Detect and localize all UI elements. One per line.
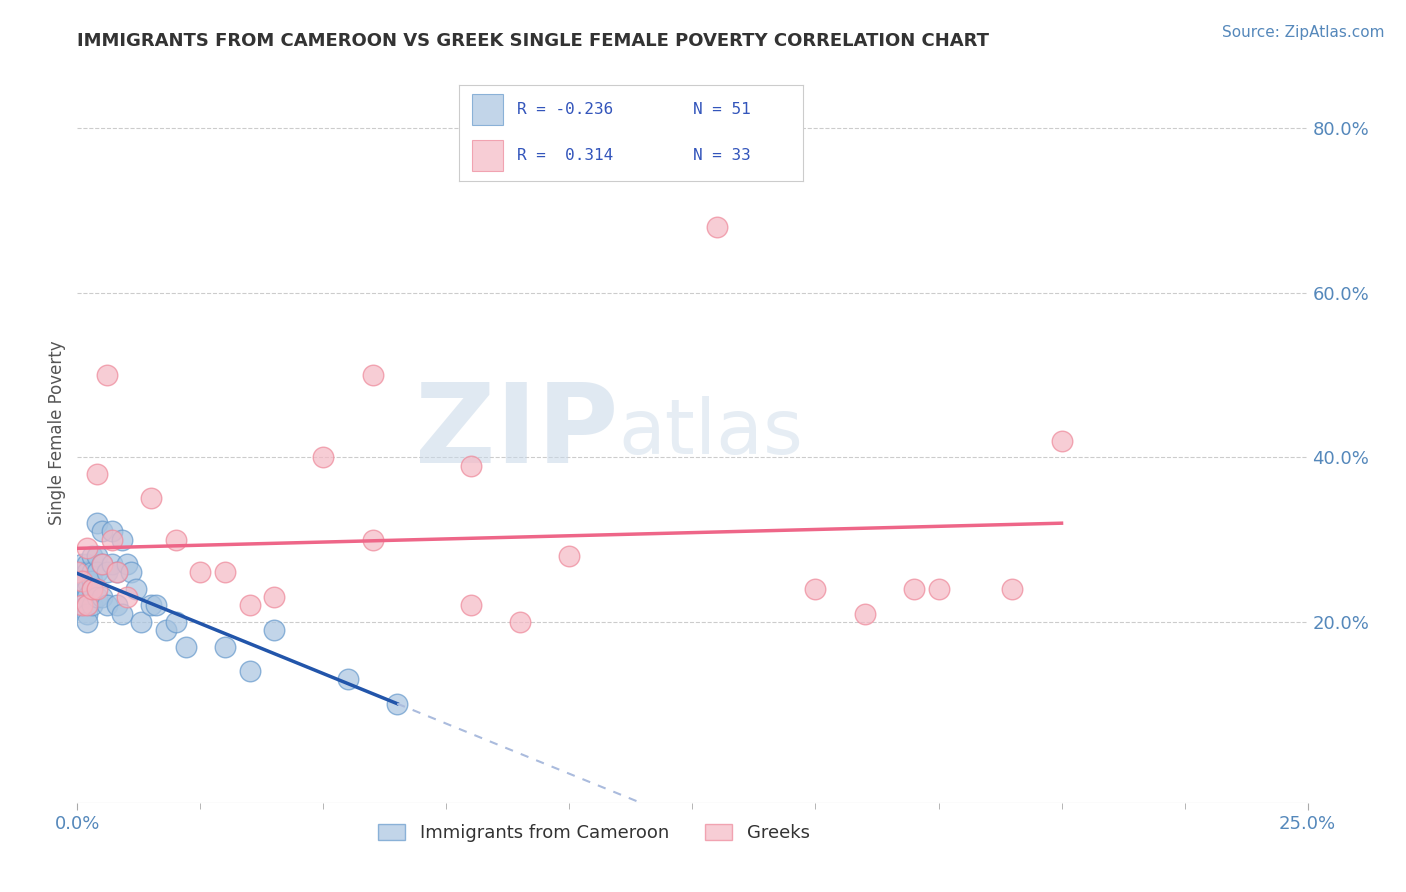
Point	[70, 599, 93, 613]
Point	[115, 558, 138, 572]
Point	[101, 533, 124, 547]
Point	[214, 640, 236, 654]
Point	[509, 615, 531, 629]
Point	[165, 533, 187, 547]
Point	[101, 524, 124, 539]
Point	[86, 549, 108, 563]
Point	[188, 566, 212, 580]
Legend: Immigrants from Cameroon, Greeks: Immigrants from Cameroon, Greeks	[371, 816, 817, 849]
Point	[361, 368, 384, 382]
Point	[96, 368, 118, 382]
Point	[82, 599, 104, 613]
Point	[174, 640, 197, 654]
Point	[706, 219, 728, 234]
Point	[141, 599, 163, 613]
Point	[66, 566, 89, 580]
Point	[337, 673, 360, 687]
Point	[76, 599, 98, 613]
Point	[66, 566, 89, 580]
Point	[70, 574, 93, 588]
Point	[82, 566, 104, 580]
Point	[76, 574, 98, 588]
Point	[312, 450, 335, 465]
Point	[86, 590, 108, 604]
Point	[165, 615, 187, 629]
Point	[1050, 434, 1073, 448]
Point	[111, 607, 132, 621]
Point	[82, 582, 104, 596]
Point	[460, 599, 482, 613]
Point	[86, 516, 108, 530]
Point	[76, 615, 98, 629]
Point	[76, 607, 98, 621]
Point	[96, 599, 118, 613]
Point	[145, 599, 167, 613]
Point	[70, 582, 93, 596]
Point	[96, 566, 118, 580]
Text: atlas: atlas	[619, 396, 803, 469]
Point	[86, 467, 108, 481]
Point	[361, 533, 384, 547]
Text: IMMIGRANTS FROM CAMEROON VS GREEK SINGLE FEMALE POVERTY CORRELATION CHART: IMMIGRANTS FROM CAMEROON VS GREEK SINGLE…	[77, 32, 990, 50]
Point	[214, 566, 236, 580]
Point	[558, 549, 581, 563]
Point	[82, 549, 104, 563]
Point	[903, 582, 925, 596]
Point	[70, 599, 93, 613]
Text: Source: ZipAtlas.com: Source: ZipAtlas.com	[1222, 25, 1385, 40]
Point	[90, 558, 114, 572]
Point	[70, 574, 93, 588]
Point	[928, 582, 950, 596]
Point	[385, 697, 409, 711]
Point	[121, 566, 143, 580]
Point	[155, 623, 177, 637]
Point	[76, 566, 98, 580]
Point	[1001, 582, 1024, 596]
Point	[125, 582, 148, 596]
Point	[70, 558, 93, 572]
Point	[141, 491, 163, 506]
Point	[76, 541, 98, 555]
Point	[129, 615, 153, 629]
Point	[239, 599, 262, 613]
Point	[115, 590, 138, 604]
Point	[70, 566, 93, 580]
Point	[111, 533, 132, 547]
Point	[460, 458, 482, 473]
Point	[76, 599, 98, 613]
Point	[105, 599, 128, 613]
Point	[90, 524, 114, 539]
Point	[105, 566, 128, 580]
Point	[76, 558, 98, 572]
Point	[86, 566, 108, 580]
Point	[70, 590, 93, 604]
Point	[105, 566, 128, 580]
Point	[90, 558, 114, 572]
Point	[76, 590, 98, 604]
Point	[804, 582, 827, 596]
Point	[70, 574, 93, 588]
Point	[239, 664, 262, 678]
Point	[101, 558, 124, 572]
Point	[70, 582, 93, 596]
Point	[263, 623, 285, 637]
Text: ZIP: ZIP	[415, 379, 619, 486]
Point	[76, 582, 98, 596]
Point	[82, 582, 104, 596]
Point	[82, 574, 104, 588]
Point	[86, 582, 108, 596]
Point	[90, 590, 114, 604]
Point	[263, 590, 285, 604]
Point	[853, 607, 876, 621]
Y-axis label: Single Female Poverty: Single Female Poverty	[48, 341, 66, 524]
